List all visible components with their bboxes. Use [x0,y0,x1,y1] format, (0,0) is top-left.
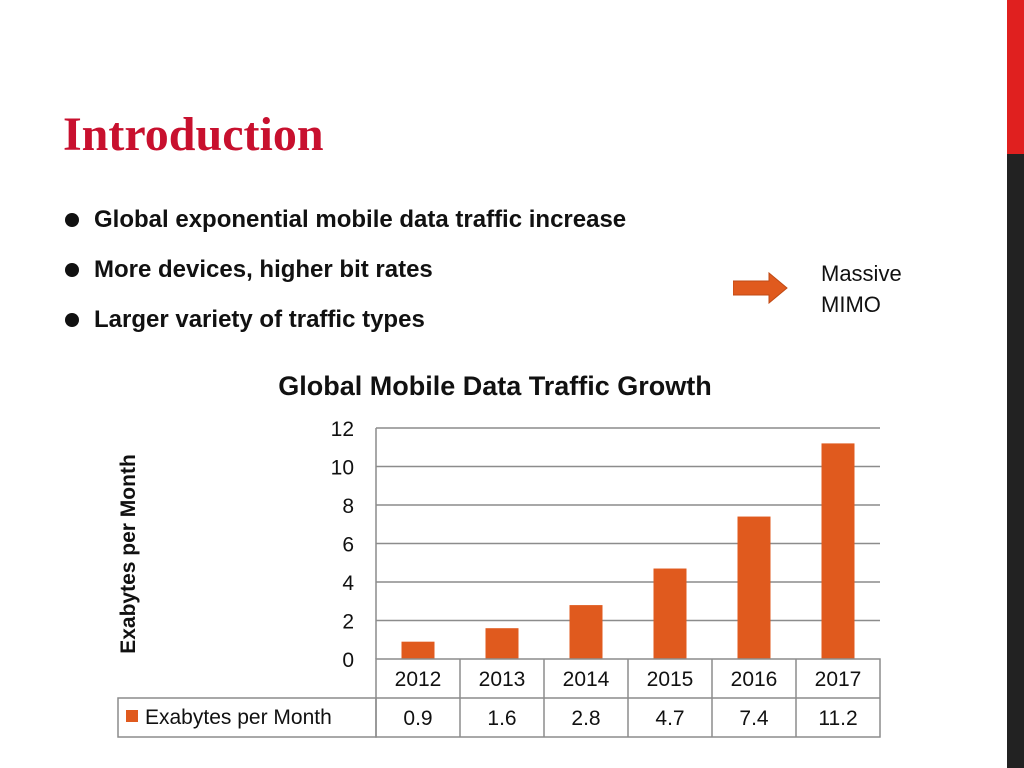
data-value-label: 4.7 [655,707,684,730]
legend-series-label: Exabytes per Month [145,706,332,729]
bar [821,443,855,659]
y-tick-label: 10 [331,457,354,480]
bullet-dot-icon [65,313,79,327]
x-category-label: 2016 [731,668,778,691]
bar [485,628,519,659]
x-category-label: 2017 [815,668,862,691]
bar [401,641,435,659]
y-tick-label: 2 [342,611,354,634]
y-tick-label: 6 [342,534,354,557]
bullet-text: Global exponential mobile data traffic i… [94,206,627,233]
bullet-dot-icon [65,213,79,227]
x-category-label: 2013 [479,668,526,691]
side-note-line: Massive [821,261,902,286]
x-category-label: 2012 [395,668,442,691]
bar [737,516,771,659]
bullet-text: Larger variety of traffic types [94,306,425,333]
bullet-text: More devices, higher bit rates [94,256,433,283]
bar [569,605,603,659]
bar [653,568,687,659]
data-value-label: 0.9 [403,707,432,730]
chart-title: Global Mobile Data Traffic Growth [278,371,712,401]
legend-swatch-icon [126,710,138,722]
y-tick-label: 12 [331,418,354,441]
bullet-item: Global exponential mobile data traffic i… [63,200,626,250]
right-arrow-icon [733,272,788,304]
bullet-list: Global exponential mobile data traffic i… [63,200,626,350]
data-value-label: 2.8 [571,707,600,730]
side-note: Massive MIMO [821,258,951,320]
y-tick-label: 8 [342,495,354,518]
bullet-dot-icon [65,263,79,277]
y-axis-label: Exabytes per Month [117,454,140,654]
data-value-label: 1.6 [487,707,516,730]
data-value-label: 11.2 [818,707,857,730]
x-category-label: 2015 [647,668,694,691]
y-tick-label: 4 [342,572,354,595]
y-tick-label: 0 [342,649,354,672]
edge-accent-bar [1007,0,1024,154]
bullet-item: More devices, higher bit rates [63,250,626,300]
edge-dark-bar [1007,154,1024,768]
data-value-label: 7.4 [739,707,769,730]
legend-cell-frame [117,697,377,738]
slide-title: Introduction [63,108,324,161]
side-note-line: MIMO [821,292,881,317]
bullet-item: Larger variety of traffic types [63,300,626,350]
x-category-label: 2014 [563,668,610,691]
